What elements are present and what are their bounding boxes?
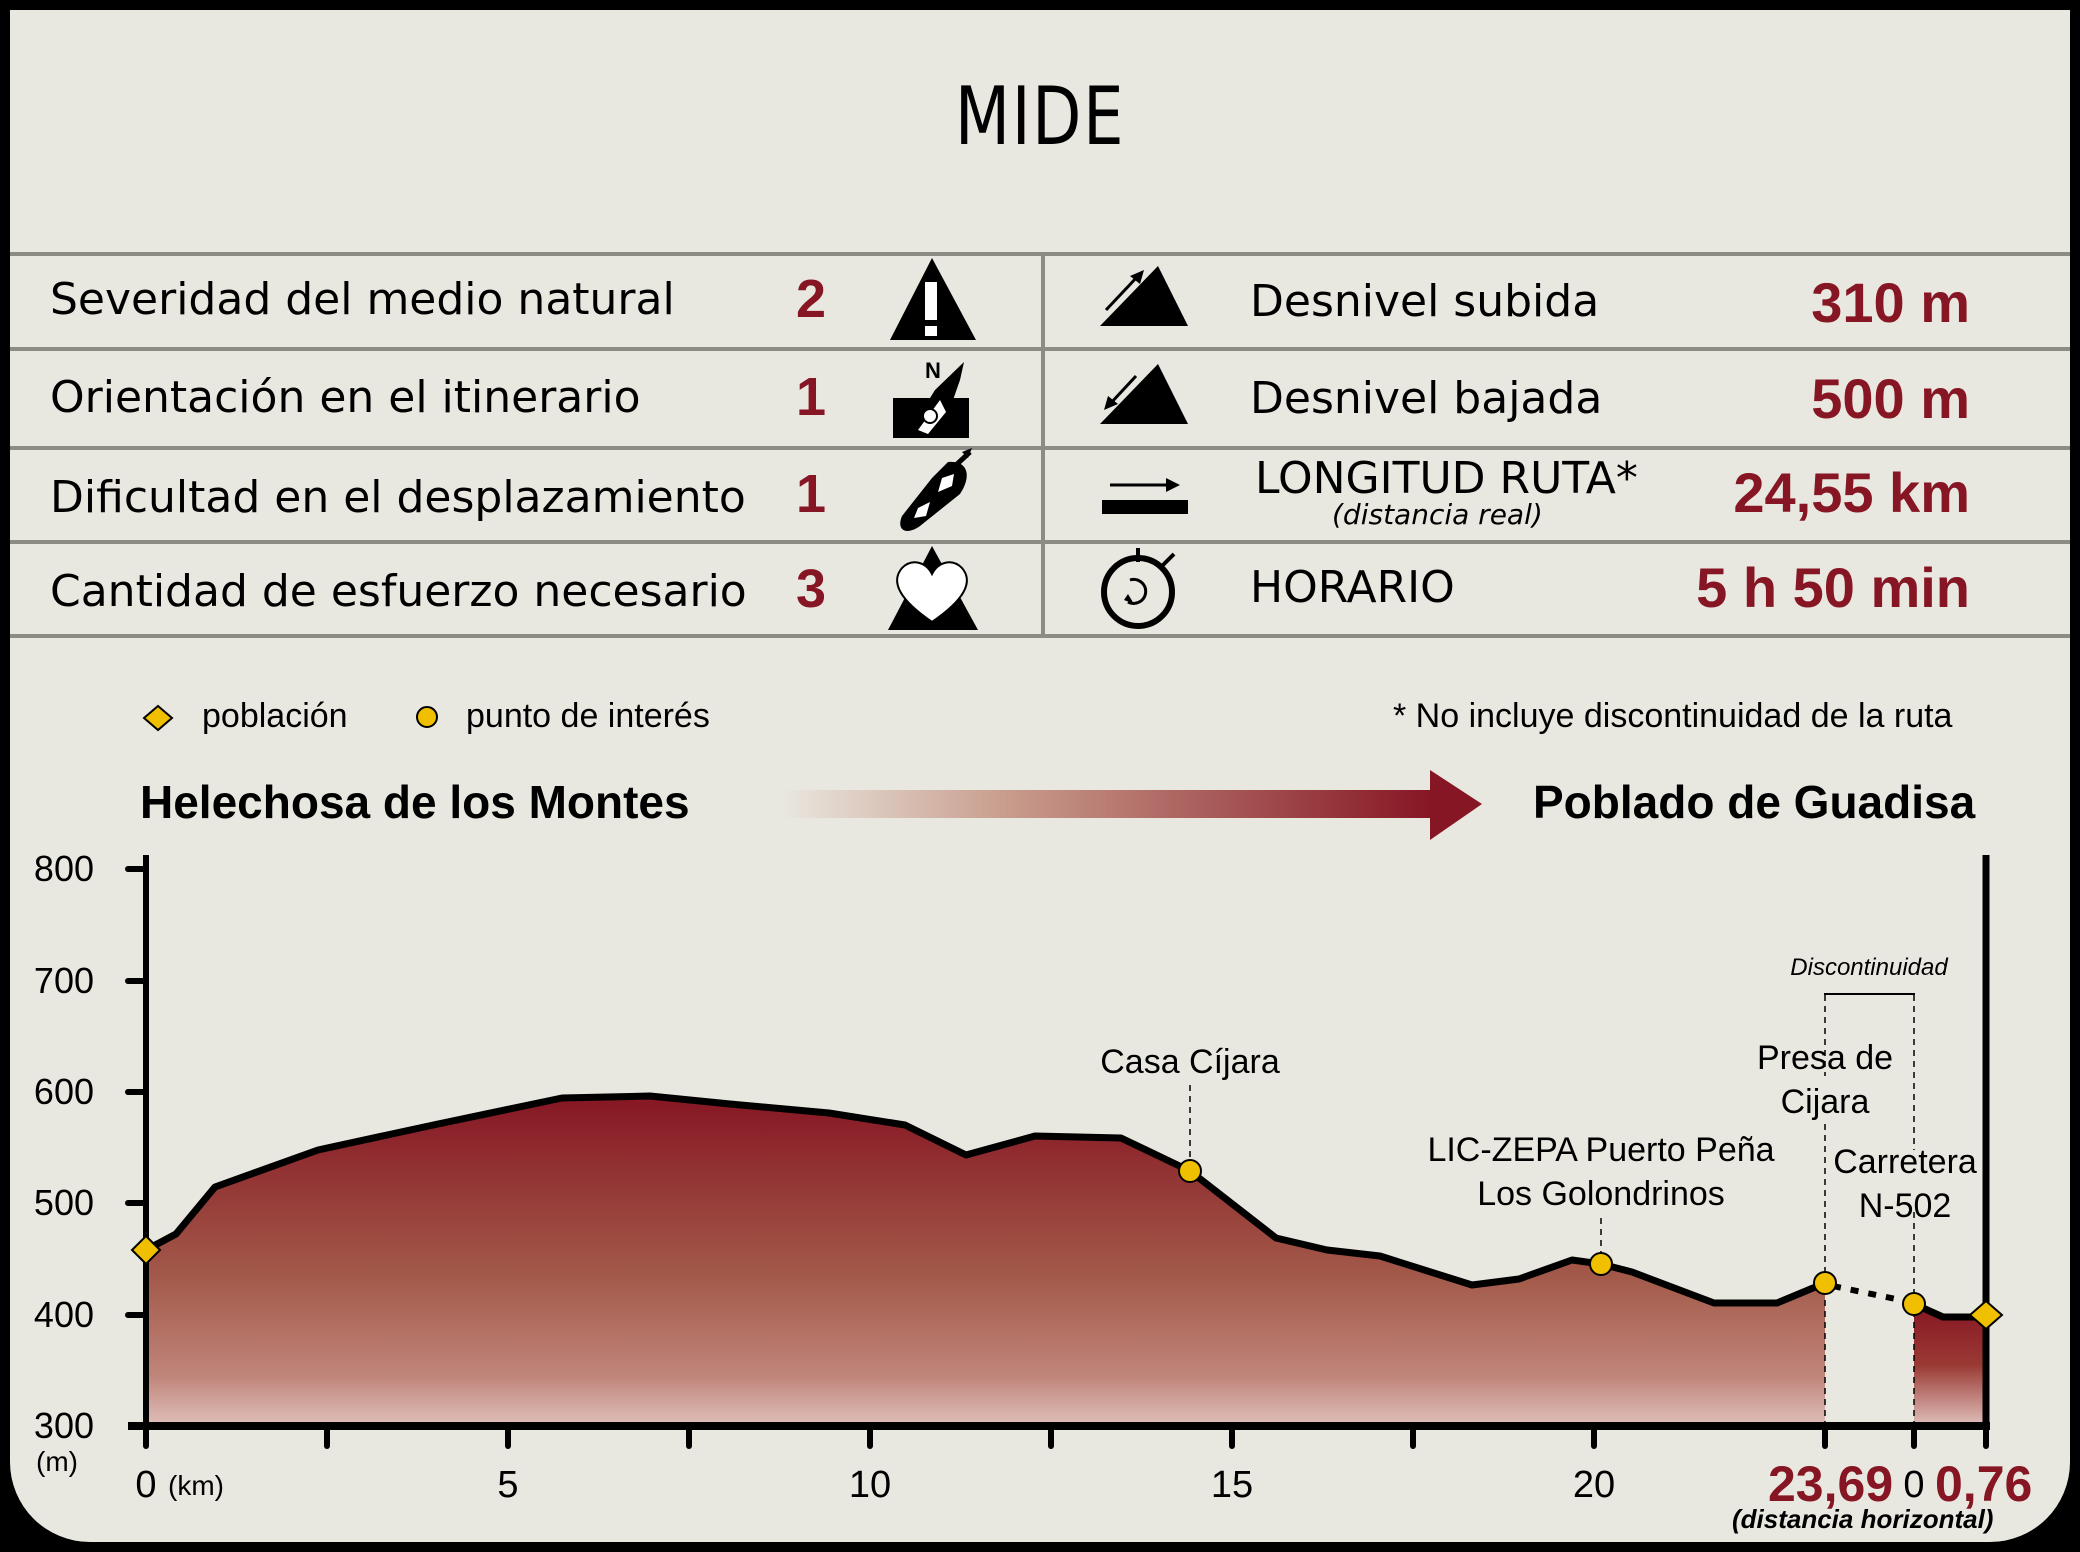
x-label-segment2-end: 0,76 — [1935, 1456, 2033, 1512]
annotation-lic-line1: LIC-ZEPA Puerto Peña — [1427, 1131, 1775, 1169]
annotation-discontinuidad: Discontinuidad — [1790, 954, 1948, 981]
annotation-presa-line1: Presa de — [1756, 1039, 1894, 1077]
heart-mountain-icon — [888, 546, 978, 630]
poi-marker-casa-cijara — [1178, 1159, 1202, 1183]
town-marker-end — [1968, 1299, 2004, 1331]
x-tick-10: 10 — [848, 1464, 892, 1506]
profile-area-segment-1 — [146, 1096, 1825, 1426]
mide-value-esfuerzo: 3 — [796, 559, 827, 619]
direction-arrow-icon — [780, 770, 1482, 840]
mide-label-orientacion: Orientación en el itinerario — [50, 372, 641, 423]
annotation-carretera-line2: N-502 — [1858, 1187, 1952, 1225]
stopwatch-icon — [1101, 548, 1176, 629]
mide-sublabel-distancia-real: (distancia real) — [1332, 498, 1543, 531]
mide-value-subida: 310 m — [1811, 271, 1970, 334]
annotation-presa-line2: Cijara — [1780, 1083, 1870, 1121]
x-label-segment2-start: 0 — [1903, 1464, 1925, 1506]
legend-poblacion: población — [202, 697, 348, 735]
mide-label-dificultad: Dificultad en el desplazamiento — [50, 472, 746, 523]
table-divider — [10, 252, 2070, 256]
y-tick-600: 600 — [33, 1071, 94, 1112]
mide-value-longitud: 24,55 km — [1733, 461, 1970, 524]
annotation-carretera-line1: Carretera — [1833, 1143, 1977, 1181]
annotation-casa-cijara: Casa Cíjara — [1100, 1043, 1280, 1081]
x-label-segment1-end: 23,69 — [1768, 1456, 1894, 1512]
poi-marker-lic-zepa — [1589, 1252, 1613, 1276]
y-tick-700: 700 — [33, 960, 94, 1001]
footprint-icon — [900, 448, 972, 531]
table-column-divider — [1041, 254, 1045, 634]
mide-value-orientacion: 1 — [796, 367, 827, 427]
profile-area-segment-2 — [1914, 1304, 1986, 1426]
mide-label-bajada: Desnivel bajada — [1250, 373, 1603, 424]
x-tick-5: 5 — [497, 1464, 519, 1506]
page-title: MIDE — [954, 70, 1126, 163]
discontinuity-bracket — [1824, 993, 1915, 995]
svg-text:N: N — [925, 358, 941, 383]
mide-label-esfuerzo: Cantidad de esfuerzo necesario — [50, 566, 747, 617]
mide-value-severidad: 2 — [796, 269, 827, 329]
y-axis-unit: (m) — [36, 1446, 78, 1477]
table-divider — [10, 347, 2070, 351]
x-tick-0: 0 — [135, 1464, 157, 1506]
y-tick-500: 500 — [33, 1182, 94, 1223]
x-axis-unit: (km) — [168, 1470, 224, 1501]
poi-marker-presa-cijara — [1813, 1271, 1837, 1295]
x-tick-20: 20 — [1572, 1464, 1616, 1506]
distance-icon — [1102, 478, 1188, 514]
poblacion-marker-icon — [142, 704, 174, 732]
card-top — [10, 10, 2070, 110]
mide-label-horario: HORARIO — [1250, 562, 1455, 613]
annotation-lic-line2: Los Golondrinos — [1477, 1175, 1725, 1213]
mide-value-dificultad: 1 — [796, 464, 827, 524]
mide-value-bajada: 500 m — [1811, 367, 1970, 430]
legend-punto-interes: punto de interés — [466, 697, 710, 735]
table-divider — [10, 446, 2070, 450]
mide-label-longitud: LONGITUD RUTA* — [1255, 453, 1638, 504]
ascent-icon — [1100, 266, 1188, 326]
y-tick-400: 400 — [33, 1294, 94, 1335]
y-tick-300: 300 — [33, 1405, 94, 1446]
x-ticks — [143, 1423, 1989, 1449]
y-ticks — [125, 866, 149, 1318]
route-start: Helechosa de los Montes — [140, 776, 690, 828]
x-tick-15: 15 — [1210, 1464, 1254, 1506]
table-divider — [10, 540, 2070, 544]
mountain-warning-icon — [890, 258, 976, 340]
mide-value-horario: 5 h 50 min — [1696, 556, 1970, 619]
y-tick-800: 800 — [33, 848, 94, 889]
table-divider — [10, 634, 2070, 638]
poi-marker-carretera — [1902, 1292, 1926, 1316]
mide-label-subida: Desnivel subida — [1250, 276, 1600, 327]
discontinuity-dotted-line — [1832, 1283, 1911, 1305]
mide-label-severidad: Severidad del medio natural — [50, 274, 675, 325]
town-marker-start — [130, 1234, 162, 1266]
legend-note: * No incluye discontinuidad de la ruta — [1393, 697, 1953, 735]
x-note-distancia-horizontal: (distancia horizontal) — [1732, 1504, 1994, 1534]
compass-orientation-icon: N — [893, 358, 969, 438]
descent-icon — [1100, 364, 1188, 424]
punto-interes-marker-icon — [416, 706, 438, 728]
route-end: Poblado de Guadisa — [1533, 776, 1976, 828]
